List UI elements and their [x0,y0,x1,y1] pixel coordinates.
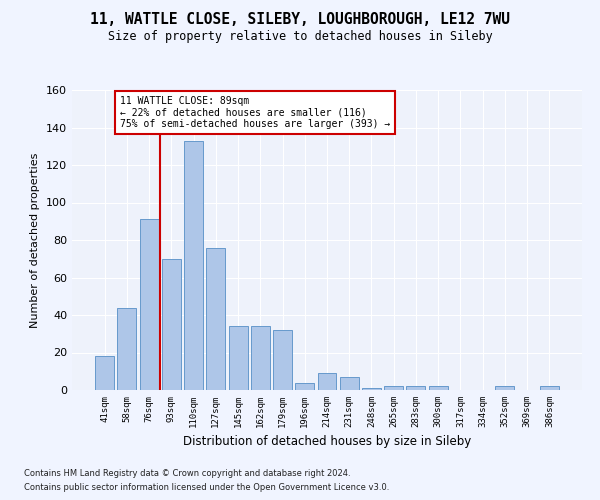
Bar [406,386,425,390]
Bar [429,386,448,390]
Text: 11 WATTLE CLOSE: 89sqm
← 22% of detached houses are smaller (116)
75% of semi-de: 11 WATTLE CLOSE: 89sqm ← 22% of detached… [120,96,391,129]
Bar [118,308,136,390]
Bar [295,382,314,390]
Text: 11, WATTLE CLOSE, SILEBY, LOUGHBOROUGH, LE12 7WU: 11, WATTLE CLOSE, SILEBY, LOUGHBOROUGH, … [90,12,510,28]
Bar [140,220,158,390]
Bar [317,373,337,390]
Bar [184,140,203,390]
Text: Size of property relative to detached houses in Sileby: Size of property relative to detached ho… [107,30,493,43]
Bar [162,259,181,390]
Bar [251,326,270,390]
Bar [95,356,114,390]
Text: Contains public sector information licensed under the Open Government Licence v3: Contains public sector information licen… [24,484,389,492]
Y-axis label: Number of detached properties: Number of detached properties [31,152,40,328]
Bar [340,377,359,390]
X-axis label: Distribution of detached houses by size in Sileby: Distribution of detached houses by size … [183,436,471,448]
Bar [496,386,514,390]
Bar [273,330,292,390]
Bar [540,386,559,390]
Bar [384,386,403,390]
Bar [206,248,225,390]
Bar [229,326,248,390]
Text: Contains HM Land Registry data © Crown copyright and database right 2024.: Contains HM Land Registry data © Crown c… [24,468,350,477]
Bar [362,388,381,390]
